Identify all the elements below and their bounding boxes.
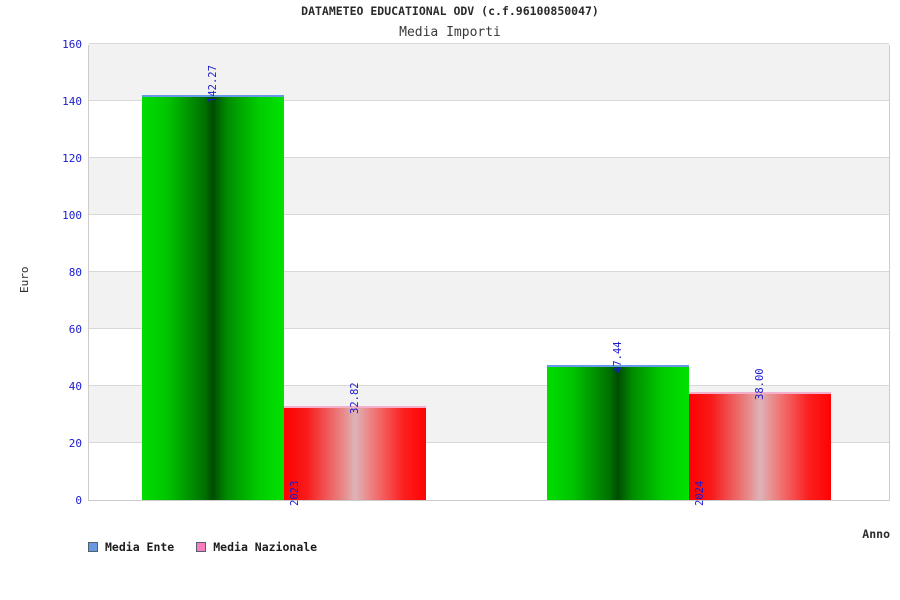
bar-2024-media-ente[interactable] [547,364,689,500]
chart-title: DATAMETEO EDUCATIONAL ODV (c.f.961008500… [301,4,599,18]
bar-value-label: 38.00 [754,368,766,400]
legend-label: Media Ente [105,540,175,554]
y-axis-tick-label: 0 [75,494,82,507]
legend-swatch-icon [196,542,207,552]
y-axis: 0 20 40 60 80 100 120 140 160 Euro [0,38,82,507]
legend-item[interactable]: Media Ente [88,540,174,554]
chart-legend: Media Ente Media Nazionale [88,540,317,554]
grid-line [89,157,889,158]
bar-2023-media-ente[interactable] [142,94,284,500]
x-axis-tick-label: 2023 [289,480,301,506]
plot-area: 142.27 32.82 47.44 38.00 [88,43,890,501]
x-axis-title: Anno [862,527,890,541]
grid-line [89,43,889,44]
grid-line [89,214,889,215]
legend-label: Media Nazionale [213,540,318,554]
y-axis-tick-label: 160 [62,38,82,51]
bar-value-label: 47.44 [612,341,624,373]
grid-line [89,385,889,386]
chart-subtitle: Media Importi [399,25,501,40]
bar-value-label: 32.82 [349,382,361,415]
grid-line [89,328,889,329]
y-axis-tick-label: 120 [62,152,82,165]
bar-2024-media-nazionale[interactable] [689,391,831,500]
grid-line [89,271,889,272]
bar-2023-media-nazionale[interactable] [284,406,426,500]
legend-swatch-icon [88,542,98,552]
y-axis-tick-label: 20 [68,437,82,450]
y-axis-title: Euro [18,266,31,294]
grid-band [89,44,889,101]
y-axis-tick-label: 100 [62,209,82,222]
bar-value-label: 142.27 [207,64,219,103]
y-axis-tick-label: 60 [68,323,82,336]
legend-item[interactable]: Media Nazionale [196,540,317,554]
x-axis-tick-label: 2024 [694,480,706,506]
y-axis-tick-label: 40 [68,380,82,393]
grid-line [89,100,889,101]
y-axis-tick-label: 80 [68,266,82,279]
y-axis-tick-label: 140 [62,95,82,108]
grid-line [89,442,889,443]
